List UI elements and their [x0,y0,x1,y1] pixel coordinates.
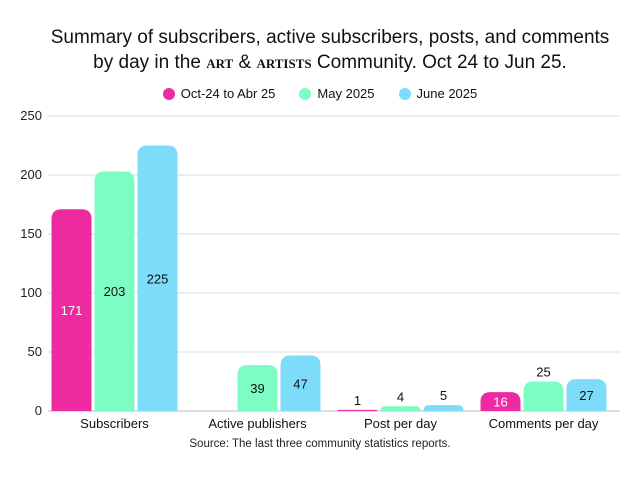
y-tick-label-100: 100 [20,285,42,300]
legend-label-series-3: June 2025 [416,86,478,101]
bar-3-3 [566,379,607,411]
y-tick-label-0: 0 [35,403,42,418]
legend: Oct-24 to Abr 25 May 2025 June 2025 [0,86,640,101]
legend-item-series-2: May 2025 [299,86,375,101]
bar-2-3 [523,381,564,411]
source-note: Source: The last three community statist… [189,438,451,450]
chart-title-line-1: Summary of subscribers, active subscribe… [50,27,610,48]
x-tick-label-3: Comments per day [489,416,599,431]
chart-title-line-2: by day in the art & artists Community. O… [30,50,630,75]
data-label-2-0: 203 [104,284,126,299]
bar-3-2 [423,405,464,411]
bar-1-2 [337,409,378,411]
x-tick-label-1: Active publishers [208,416,307,431]
data-label-3-0: 225 [147,271,169,286]
data-label-1-0: 171 [61,303,83,318]
title-brand-artists: artists [256,52,312,72]
data-label-2-2: 4 [397,389,404,404]
data-label-3-2: 5 [440,388,447,403]
x-tick-label-0: Subscribers [80,416,149,431]
bar-3-1 [280,355,321,411]
title-brand-art: art [206,52,234,72]
y-tick-label-250: 250 [20,108,42,123]
legend-label-series-1: Oct-24 to Abr 25 [180,86,276,101]
bar-2-2 [380,406,421,411]
legend-item-series-1: Oct-24 to Abr 25 [162,86,276,101]
legend-item-series-3: June 2025 [398,86,478,101]
data-label-1-2: 1 [354,393,361,408]
title-amp: & [238,52,252,73]
data-label-3-1: 47 [293,376,307,391]
data-label-2-3: 25 [536,365,550,380]
bar-2-1 [237,364,278,411]
bar-2-0 [94,171,135,411]
legend-dot-series-2 [299,87,312,100]
bar-1-3 [480,392,521,411]
legend-dot-series-3 [398,87,411,100]
title-text-pre: by day in the [93,52,201,73]
legend-dot-series-1 [162,87,175,100]
y-tick-label-50: 50 [28,344,42,359]
data-label-2-1: 39 [250,381,264,396]
x-tick-label-2: Post per day [364,416,437,431]
legend-label-series-2: May 2025 [317,86,375,101]
bar-3-0 [137,145,178,411]
data-label-3-3: 27 [579,388,593,403]
y-tick-label-150: 150 [20,226,42,241]
bar-1-0 [51,209,92,411]
title-text-post: Community. Oct 24 to Jun 25. [316,52,567,73]
y-tick-label-200: 200 [20,167,42,182]
data-label-1-3: 16 [493,395,507,410]
